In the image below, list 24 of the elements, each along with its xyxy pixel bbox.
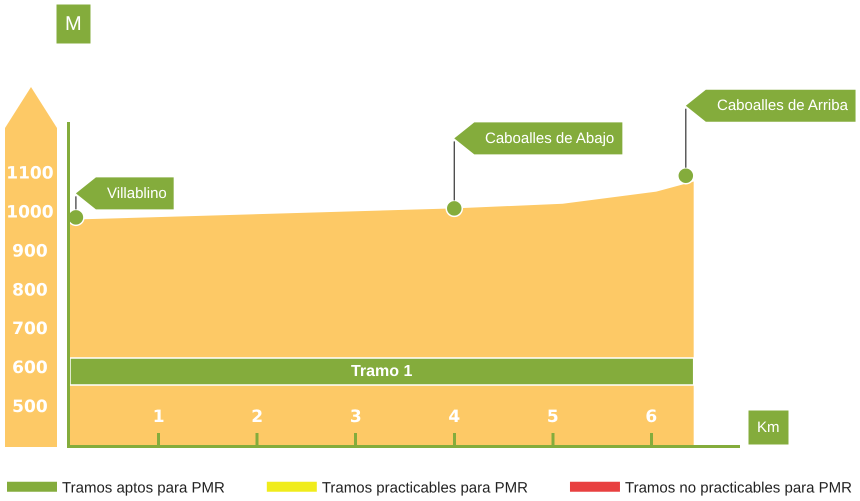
x-tick-label: 2 [251,407,264,427]
x-tick-label: 3 [350,407,362,427]
annotation: Caboalles de Abajo [485,130,614,147]
x-tick-label: 1 [152,407,165,427]
y-axis-title: M [65,13,82,35]
y-tick-label: 500 [12,397,48,418]
y-tick-label: 900 [12,241,48,262]
y-tick-label: 700 [12,319,48,340]
legend-label: Tramos aptos para PMR [62,480,225,497]
text: Caboalles de Arriba [717,97,849,114]
x-axis-title: Km [757,419,780,436]
annotation: Villablino [107,185,167,202]
y-tick-label: 800 [12,280,48,300]
band-label: Tramo 1 [351,363,412,380]
y-tick-label: 1100 [6,164,54,184]
legend-label: Tramos no practicables para PMR [624,480,852,497]
x-tick-label: 4 [448,407,460,427]
y-tick-label: 600 [12,358,48,378]
point [446,200,464,218]
x-tick-label: 5 [546,407,559,427]
point [677,166,695,184]
x-tick-label: 6 [645,407,658,427]
y-tick-label: 1000 [6,202,54,222]
legend-label: Tramos practicables para PMR [322,480,528,497]
